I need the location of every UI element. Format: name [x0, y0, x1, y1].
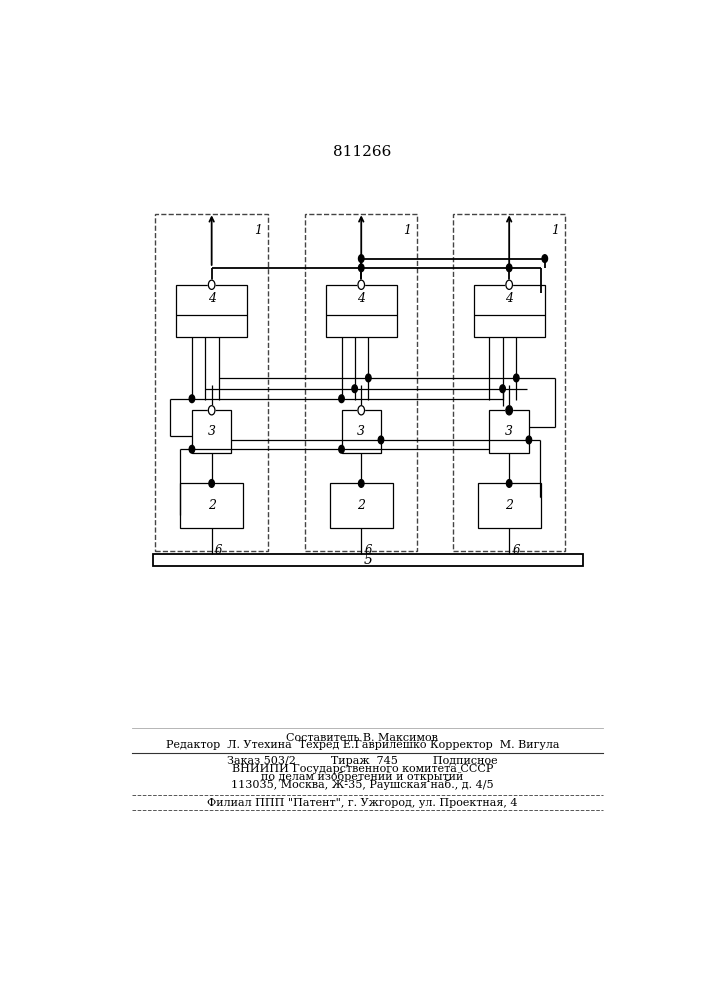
Circle shape — [506, 406, 512, 414]
Circle shape — [513, 374, 519, 382]
Text: ВНИИПИ Государственного комитета СССР: ВНИИПИ Государственного комитета СССР — [232, 764, 493, 774]
Text: 6: 6 — [513, 544, 520, 557]
Bar — [153, 554, 583, 566]
Circle shape — [506, 280, 513, 289]
Text: 4: 4 — [208, 292, 216, 305]
Text: 3: 3 — [208, 425, 216, 438]
Circle shape — [358, 406, 365, 415]
Text: 3: 3 — [357, 425, 366, 438]
Circle shape — [339, 445, 344, 453]
Text: 811266: 811266 — [333, 145, 392, 159]
Bar — [192, 410, 231, 453]
Text: 6: 6 — [215, 544, 223, 557]
Circle shape — [506, 264, 512, 272]
Circle shape — [358, 264, 364, 272]
Circle shape — [339, 395, 344, 403]
Text: 1: 1 — [404, 224, 411, 237]
Circle shape — [506, 406, 513, 415]
Circle shape — [352, 385, 358, 393]
Bar — [176, 285, 247, 337]
Text: Редактор  Л. Утехина  Техред Е.Гаврилешко Корректор  М. Вигула: Редактор Л. Утехина Техред Е.Гаврилешко … — [165, 740, 559, 750]
Circle shape — [358, 480, 364, 487]
Circle shape — [366, 374, 371, 382]
Bar — [305, 214, 417, 551]
Text: 1: 1 — [254, 224, 262, 237]
Text: 2: 2 — [506, 499, 513, 512]
Circle shape — [506, 480, 512, 487]
Circle shape — [378, 436, 384, 444]
Text: Составитель В. Максимов: Составитель В. Максимов — [286, 733, 438, 743]
Text: Заказ 503/2          Тираж  745          Подписное: Заказ 503/2 Тираж 745 Подписное — [227, 756, 498, 766]
Text: по делам изобретений и открытий: по делам изобретений и открытий — [261, 771, 464, 782]
Text: 2: 2 — [208, 499, 216, 512]
Text: Филиал ППП "Патент", г. Ужгород, ул. Проектная, 4: Филиал ППП "Патент", г. Ужгород, ул. Про… — [207, 798, 518, 808]
Bar — [180, 483, 243, 528]
Bar — [474, 285, 545, 337]
Text: 5: 5 — [363, 553, 373, 567]
Text: 4: 4 — [506, 292, 513, 305]
Bar — [489, 410, 529, 453]
Bar — [453, 214, 566, 551]
Text: 4: 4 — [357, 292, 366, 305]
Circle shape — [500, 385, 506, 393]
Bar — [326, 285, 397, 337]
Bar — [156, 214, 268, 551]
Circle shape — [209, 480, 214, 487]
Bar — [329, 483, 393, 528]
Circle shape — [526, 436, 532, 444]
Text: 2: 2 — [357, 499, 366, 512]
Bar — [341, 410, 381, 453]
Circle shape — [542, 255, 547, 262]
Circle shape — [209, 280, 215, 289]
Text: 3: 3 — [506, 425, 513, 438]
Circle shape — [358, 280, 365, 289]
Circle shape — [189, 445, 194, 453]
Circle shape — [358, 255, 364, 262]
Text: 6: 6 — [365, 544, 372, 557]
Text: 113035, Москва, Ж-35, Раушская наб., д. 4/5: 113035, Москва, Ж-35, Раушская наб., д. … — [231, 779, 493, 790]
Bar — [478, 483, 541, 528]
Circle shape — [209, 406, 215, 415]
Circle shape — [189, 395, 194, 403]
Text: 1: 1 — [551, 224, 559, 237]
